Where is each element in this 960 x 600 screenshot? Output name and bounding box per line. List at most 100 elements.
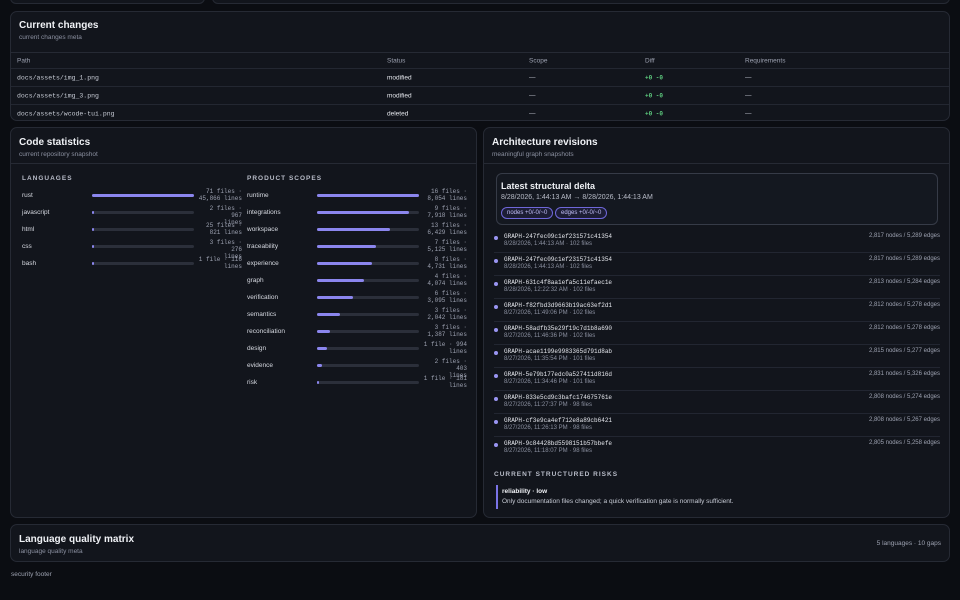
language-name: bash (22, 260, 37, 267)
code-statistics-card: Code statistics current repository snaps… (10, 127, 477, 518)
language-files: 3 files · 276 (209, 239, 242, 253)
table-row[interactable]: docs/assets/wcode-tui.png deleted — +0 -… (11, 104, 949, 122)
scope-meta: 16 files · 8,054 lines (423, 188, 467, 202)
snapshot-id: GRAPH-9c84428bd5598151b57bbefe (504, 440, 613, 447)
language-lines: lines (223, 253, 242, 260)
snapshot-meta: 8/28/2026, 1:44:13 AM · 102 files (504, 241, 593, 247)
scope-name: semantics (247, 311, 277, 318)
snapshot-stats: 2,813 nodes / 5,284 edges (868, 279, 940, 285)
column-header-scope: Scope (529, 57, 548, 64)
scope-bar-track (317, 296, 419, 299)
snapshot-stats: 2,812 nodes / 5,278 edges (868, 302, 940, 308)
language-lines: lines (223, 263, 242, 270)
latest-structural-delta: Latest structural delta 8/28/2026, 1:44:… (496, 173, 938, 225)
language-quality-matrix-card[interactable]: Language quality matrix language quality… (10, 524, 950, 562)
scope-files: 3 files · (434, 324, 467, 331)
snapshot-dot (494, 443, 498, 447)
language-bar-track (92, 245, 194, 248)
scope-name: integrations (247, 209, 281, 216)
snapshot-dot (494, 305, 498, 309)
language-name: javascript (22, 209, 50, 216)
snapshot-item[interactable]: GRAPH-247fec09c1ef231571c41354 8/28/2026… (494, 253, 940, 276)
language-meta: 3 files · 276 lines (198, 239, 242, 260)
snapshot-meta: 8/28/2026, 1:44:13 AM · 102 files (504, 264, 593, 270)
scope-bar-fill (317, 364, 323, 367)
snapshot-item[interactable]: GRAPH-247fec09c1ef231571c41354 8/28/2026… (494, 230, 940, 253)
current-changes-card: Current changes current changes meta Pat… (10, 11, 950, 121)
top-panel-stub-left (10, 0, 205, 4)
scope-lines: 4,074 lines (427, 280, 467, 287)
scope-row: verification 6 files · 3,095 lines (247, 290, 467, 305)
scope-bar-track (317, 364, 419, 367)
row-diff: +0 -0 (645, 74, 664, 81)
language-bar-fill (92, 194, 194, 197)
row-status: modified (387, 74, 412, 81)
row-path: docs/assets/wcode-tui.png (17, 110, 115, 117)
code-statistics-divider (11, 163, 476, 164)
snapshot-item[interactable]: GRAPH-9c84428bd5598151b57bbefe 8/27/2026… (494, 437, 940, 460)
language-lines: lines (223, 219, 242, 226)
scope-row: graph 4 files · 4,074 lines (247, 273, 467, 288)
scope-bar-track (317, 313, 419, 316)
snapshot-id: GRAPH-631c4f8aa1efa5c11efaec1e (504, 279, 613, 286)
scope-files: 9 files · (434, 205, 467, 212)
snapshot-item[interactable]: GRAPH-cf3e9ca4ef712e8a89cb6421 8/27/2026… (494, 414, 940, 437)
snapshot-item[interactable]: GRAPH-631c4f8aa1efa5c11efaec1e 8/28/2026… (494, 276, 940, 299)
snapshot-item[interactable]: GRAPH-58adfb35e29f19c7d1b8a690 8/27/2026… (494, 322, 940, 345)
scope-bar-track (317, 194, 419, 197)
scope-bar-fill (317, 381, 320, 384)
language-meta: 1 file · 116 lines (198, 256, 242, 270)
scope-meta: 1 file · 181 lines (423, 375, 467, 389)
scope-row: semantics 3 files · 2,042 lines (247, 307, 467, 322)
structured-risks-label: CURRENT STRUCTURED RISKS (494, 471, 619, 478)
language-row: javascript 2 files · 967 lines (22, 205, 242, 226)
snapshot-stats: 2,812 nodes / 5,278 edges (868, 325, 940, 331)
snapshot-item[interactable]: GRAPH-833e5cd9c3bafc174675761e 8/27/2026… (494, 391, 940, 414)
scope-row: reconciliation 3 files · 1,387 lines (247, 324, 467, 339)
scope-meta: 2 files · 403 lines (423, 358, 467, 379)
snapshot-dot (494, 351, 498, 355)
scope-bar-track (317, 262, 419, 265)
scope-files: 2 files · 403 (434, 358, 467, 372)
scope-lines: 4,731 lines (427, 263, 467, 270)
snapshot-meta: 8/27/2026, 11:49:06 PM · 102 files (504, 310, 596, 316)
scope-files: 16 files · (430, 188, 467, 195)
column-header-path: Path (17, 57, 31, 64)
snapshot-dot (494, 420, 498, 424)
snapshot-meta: 8/27/2026, 11:27:37 PM · 98 files (504, 402, 592, 408)
scope-bar-track (317, 211, 419, 214)
scope-bar-fill (317, 347, 328, 350)
snapshot-item[interactable]: GRAPH-5e79b177edc0a527411d816d 8/27/2026… (494, 368, 940, 391)
scope-name: graph (247, 277, 264, 284)
snapshot-dot (494, 397, 498, 401)
snapshot-item[interactable]: GRAPH-f82fbd3d9663b19ac63ef2d1 8/27/2026… (494, 299, 940, 322)
changes-table: Path Status Scope Diff Requirements docs… (11, 52, 949, 122)
scope-name: design (247, 345, 267, 352)
row-scope: — (529, 74, 536, 81)
architecture-revisions-subtitle: meaningful graph snapshots (492, 151, 574, 158)
language-bar-track (92, 194, 194, 197)
scope-meta: 3 files · 2,042 lines (423, 307, 467, 321)
snapshot-stats: 2,808 nodes / 5,267 edges (868, 417, 940, 423)
language-bar-fill (92, 262, 95, 265)
scope-lines: 7,918 lines (427, 212, 467, 219)
table-row[interactable]: docs/assets/img_1.png modified — +0 -0 — (11, 68, 949, 86)
architecture-revisions-title: Architecture revisions (492, 137, 598, 148)
language-files: 71 files · (205, 188, 242, 195)
architecture-revisions-card: Architecture revisions meaningful graph … (483, 127, 950, 518)
row-scope: — (529, 92, 536, 99)
language-meta: 2 files · 967 lines (198, 205, 242, 226)
snapshot-dot (494, 328, 498, 332)
snapshot-id: GRAPH-cf3e9ca4ef712e8a89cb6421 (504, 417, 613, 424)
scope-bar-fill (317, 313, 341, 316)
table-row[interactable]: docs/assets/img_3.png modified — +0 -0 — (11, 86, 949, 104)
scope-meta: 13 files · 6,429 lines (423, 222, 467, 236)
language-row: html 25 files · 821 lines (22, 222, 242, 237)
snapshot-meta: 8/27/2026, 11:34:46 PM · 101 files (504, 379, 596, 385)
scope-bar-fill (317, 279, 364, 282)
snapshot-item[interactable]: GRAPH-acae1199e9983365d791d8ab 8/27/2026… (494, 345, 940, 368)
scope-bar-track (317, 245, 419, 248)
snapshot-id: GRAPH-f82fbd3d9663b19ac63ef2d1 (504, 302, 613, 309)
scope-lines: lines (448, 382, 467, 389)
security-footer: security footer (11, 571, 52, 578)
